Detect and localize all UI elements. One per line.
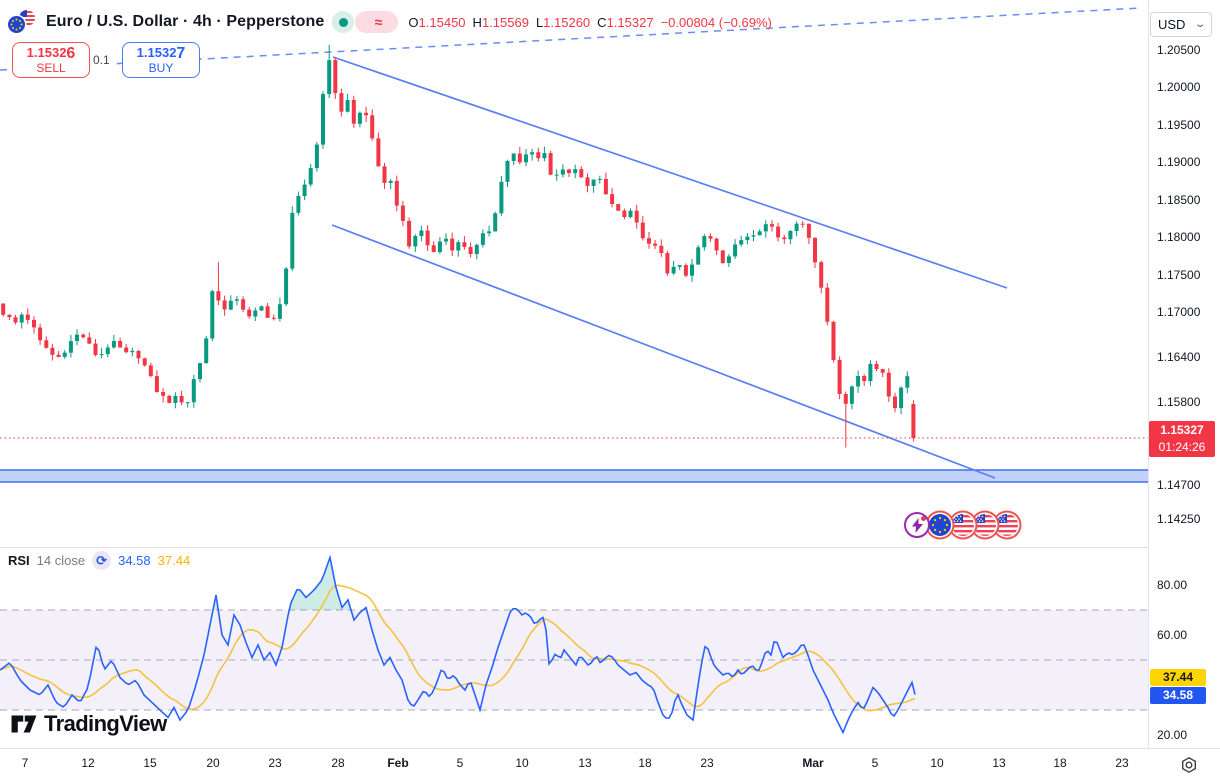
chevron-down-icon: ⌄ bbox=[1193, 19, 1206, 30]
rsi-params: 14 close bbox=[36, 553, 86, 568]
symbol-title[interactable]: Euro / U.S. Dollar · 4h · Pepperstone bbox=[46, 13, 325, 30]
rsi-axis-label: 60.00 bbox=[1157, 628, 1188, 642]
tradingview-wordmark: TradingView bbox=[44, 711, 167, 736]
price-axis-label: 1.19500 bbox=[1157, 118, 1201, 132]
rsi-ma-badge: 37.44 bbox=[1150, 669, 1206, 686]
price-axis-label: 1.17000 bbox=[1157, 305, 1201, 319]
sell-label: SELL bbox=[36, 61, 66, 75]
tradingview-logo[interactable]: TradingView bbox=[10, 711, 167, 737]
time-axis-label: Feb bbox=[387, 756, 409, 770]
buy-label: BUY bbox=[148, 61, 174, 75]
rsi-name[interactable]: RSI bbox=[8, 553, 30, 568]
time-axis-label: 18 bbox=[1053, 756, 1067, 770]
us-event-flag-icon[interactable] bbox=[996, 514, 1018, 536]
currency-selector[interactable]: USD ⌄ bbox=[1150, 12, 1212, 37]
eu-event-flag-icon[interactable] bbox=[929, 514, 951, 536]
time-axis-label: 10 bbox=[930, 756, 944, 770]
time-axis-label: 20 bbox=[206, 756, 220, 770]
time-axis-label: 23 bbox=[700, 756, 714, 770]
time-axis-label: Mar bbox=[802, 756, 824, 770]
open-value: 1.15450 bbox=[418, 14, 466, 30]
currency-value: USD bbox=[1158, 17, 1186, 32]
delayed-data-icon[interactable]: ≈ bbox=[355, 11, 399, 33]
pane-separator[interactable] bbox=[0, 547, 1148, 548]
price-axis-label: 1.19000 bbox=[1157, 155, 1201, 169]
rsi-axis-label: 20.00 bbox=[1157, 728, 1188, 742]
current-price-badge: 1.15327 01:24:26 bbox=[1149, 421, 1215, 457]
time-axis-label: 23 bbox=[1115, 756, 1129, 770]
ohlc-readout: O1.15450 H1.15569 L1.15260 C1.15327 −0.0… bbox=[408, 14, 772, 30]
buy-button[interactable]: 1.15327 BUY bbox=[122, 42, 200, 78]
economic-event-icon[interactable] bbox=[904, 512, 930, 538]
time-axis-label: 5 bbox=[871, 756, 879, 770]
close-value: 1.15327 bbox=[606, 14, 654, 30]
us-event-flag-icon[interactable] bbox=[974, 514, 996, 536]
rsi-ma-value: 37.44 bbox=[157, 553, 191, 568]
tradingview-glyph bbox=[11, 715, 37, 733]
market-status-icon[interactable] bbox=[332, 11, 355, 33]
time-axis-label: 7 bbox=[21, 756, 29, 770]
change-value: −0.00804 (−0.69%) bbox=[660, 14, 772, 30]
price-axis-label: 1.18000 bbox=[1157, 230, 1201, 244]
price-axis-label: 1.20500 bbox=[1157, 43, 1201, 57]
price-axis-label: 1.15800 bbox=[1157, 395, 1201, 409]
price-axis-label: 1.18500 bbox=[1157, 193, 1201, 207]
rsi-value-badge: 34.58 bbox=[1150, 687, 1206, 704]
eurusd-pair-icon bbox=[8, 10, 38, 34]
rsi-axis-label: 80.00 bbox=[1157, 578, 1188, 592]
time-axis-label: 28 bbox=[331, 756, 345, 770]
symbol-header: Euro / U.S. Dollar · 4h · Pepperstone ≈ … bbox=[8, 10, 772, 34]
time-axis-label: 13 bbox=[578, 756, 592, 770]
sell-price: 1.1532 bbox=[26, 45, 67, 60]
price-axis-label: 1.14700 bbox=[1157, 478, 1201, 492]
settings-icon[interactable] bbox=[1180, 756, 1198, 774]
time-axis-label: 15 bbox=[143, 756, 157, 770]
high-value: 1.15569 bbox=[481, 14, 529, 30]
time-axis-label: 10 bbox=[515, 756, 529, 770]
rsi-value: 34.58 bbox=[118, 553, 151, 568]
price-axis-label: 1.20000 bbox=[1157, 80, 1201, 94]
low-value: 1.15260 bbox=[543, 14, 591, 30]
chart-canvas[interactable] bbox=[0, 0, 1148, 748]
bar-countdown: 01:24:26 bbox=[1158, 440, 1206, 454]
rsi-legend: RSI 14 close ⟳ 34.58 37.44 bbox=[8, 551, 190, 570]
us-event-flag-icon[interactable] bbox=[952, 514, 974, 536]
sell-button[interactable]: 1.15326 SELL bbox=[12, 42, 90, 78]
time-axis-label: 18 bbox=[638, 756, 652, 770]
eu-flag-icon bbox=[8, 16, 25, 33]
price-axis-label: 1.16400 bbox=[1157, 350, 1201, 364]
time-axis-separator bbox=[0, 748, 1220, 749]
price-axis-label: 1.17500 bbox=[1157, 268, 1201, 282]
time-axis-label: 23 bbox=[268, 756, 282, 770]
current-price-value: 1.15327 bbox=[1160, 423, 1204, 437]
spread-value: 0.1 bbox=[91, 53, 112, 67]
buy-price: 1.1532 bbox=[136, 45, 177, 60]
refresh-icon[interactable]: ⟳ bbox=[92, 551, 112, 570]
time-axis-label: 12 bbox=[81, 756, 95, 770]
price-axis-label: 1.14250 bbox=[1157, 512, 1201, 526]
time-axis-label: 5 bbox=[456, 756, 464, 770]
price-axis-separator[interactable] bbox=[1148, 0, 1149, 748]
time-axis-label: 13 bbox=[992, 756, 1006, 770]
